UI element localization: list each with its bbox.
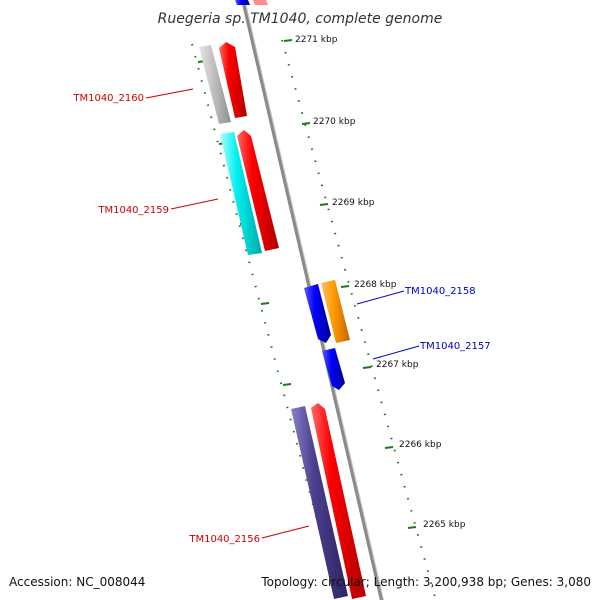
gene-tm2158-block xyxy=(304,280,350,343)
leader-lines xyxy=(145,88,420,539)
gene-red-arrow xyxy=(311,403,366,599)
gene-blue-partial xyxy=(235,0,250,5)
kbp-label: 2267 kbp xyxy=(376,360,419,370)
gene-blue-arrow xyxy=(322,348,345,390)
gene-red-arrow xyxy=(219,42,247,118)
outer-tick-ring xyxy=(281,39,436,598)
outer-major-tick xyxy=(283,39,293,42)
gene-cyan xyxy=(220,132,262,255)
gene-label-tm2158[interactable]: TM1040_2158 xyxy=(404,286,476,297)
outer-major-tick xyxy=(301,122,311,125)
gene-label-tm2160[interactable]: TM1040_2160 xyxy=(72,93,144,104)
gene-tm2156-block xyxy=(291,403,366,599)
map-title: Ruegeria sp. TM1040, complete genome xyxy=(158,11,443,27)
kbp-label: 2269 kbp xyxy=(332,198,375,208)
gene-red-arrow xyxy=(237,130,279,251)
gene-grey xyxy=(199,45,231,124)
outer-major-tick xyxy=(362,366,372,369)
gene-blue-arrow xyxy=(304,284,331,343)
inner-major-tick xyxy=(282,383,292,386)
gene-orange xyxy=(321,280,350,343)
outer-major-tick xyxy=(340,285,350,288)
kbp-label: 2265 kbp xyxy=(423,520,466,530)
gene-red-partial xyxy=(253,0,268,5)
gene-tm2159-block xyxy=(220,130,279,255)
kbp-labels: 2271 kbp 2270 kbp 2269 kbp 2268 kbp 2267… xyxy=(295,35,466,530)
kbp-label: 2270 kbp xyxy=(313,117,356,127)
accession-text: Accession: NC_008044 xyxy=(9,575,145,589)
kbp-label: 2266 kbp xyxy=(399,440,442,450)
gene-purple xyxy=(291,406,348,599)
topology-text: Topology: circular; Length: 3,200,938 bp… xyxy=(260,575,591,589)
gene-label-tm2156[interactable]: TM1040_2156 xyxy=(188,534,260,545)
gene-labels: TM1040_2160 TM1040_2159 TM1040_2156 TM10… xyxy=(72,93,490,545)
outer-major-tick xyxy=(319,203,329,206)
gene-label-tm2157[interactable]: TM1040_2157 xyxy=(419,341,491,352)
gene-tm2160-block xyxy=(199,42,247,124)
kbp-label: 2271 kbp xyxy=(295,35,338,45)
outer-major-tick xyxy=(384,446,394,449)
kbp-label: 2268 kbp xyxy=(354,280,397,290)
inner-major-tick xyxy=(260,302,270,305)
outer-major-tick xyxy=(407,526,417,529)
top-partial-genes xyxy=(235,0,268,5)
gene-label-tm2159[interactable]: TM1040_2159 xyxy=(97,205,169,216)
gene-tm2157-block xyxy=(322,348,345,390)
